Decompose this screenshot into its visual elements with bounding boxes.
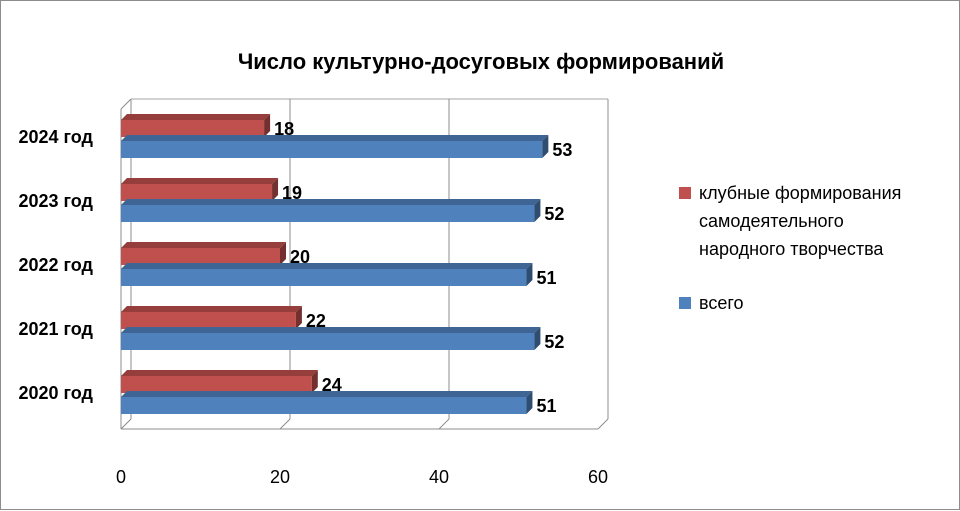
bar-side-face — [272, 178, 279, 201]
bar-front-face — [121, 205, 535, 222]
category-label: 2022 год — [19, 255, 94, 275]
data-label: 22 — [306, 311, 326, 331]
bar — [121, 242, 286, 265]
bar-top-face — [121, 178, 279, 184]
category-label: 2023 год — [19, 191, 94, 211]
bar-front-face — [121, 141, 543, 158]
data-label: 51 — [536, 396, 556, 416]
bar — [121, 263, 533, 286]
floor-gridline — [120, 418, 132, 430]
category-labels: 2024 год 2023 год 2022 год 2021 год 2020 год — [19, 127, 94, 403]
bar-top-face — [121, 242, 286, 248]
bar-front-face — [121, 184, 273, 201]
bar-front-face — [121, 248, 280, 265]
tick-label: 20 — [270, 467, 290, 487]
bar-front-face — [121, 312, 296, 329]
bar — [121, 370, 318, 393]
bar-side-face — [311, 370, 318, 393]
legend-item: всего — [679, 293, 744, 313]
data-label: 20 — [290, 247, 310, 267]
bar-top-face — [121, 327, 541, 333]
legend-label: народного творчества — [699, 239, 884, 259]
category-label: 2024 год — [19, 127, 94, 147]
legend-label: всего — [699, 293, 744, 313]
data-label: 18 — [274, 119, 294, 139]
data-label: 53 — [552, 140, 572, 160]
legend-label: самодеятельного — [699, 211, 844, 231]
bar-top-face — [121, 391, 533, 397]
bar-front-face — [121, 397, 527, 414]
bar-front-face — [121, 120, 265, 137]
bar — [121, 178, 279, 201]
category-label: 2020 год — [19, 383, 94, 403]
bar-side-face — [526, 391, 533, 414]
bar — [121, 199, 541, 222]
bar-top-face — [121, 199, 541, 205]
data-label: 52 — [544, 332, 564, 352]
bar-front-face — [121, 333, 535, 350]
bar-front-face — [121, 269, 527, 286]
category-label: 2021 год — [19, 319, 94, 339]
floor-gridline — [438, 418, 450, 430]
bar-top-face — [121, 370, 318, 376]
legend-swatch — [679, 187, 691, 199]
floor-gridline — [597, 418, 609, 430]
bar-side-face — [280, 242, 286, 265]
bar-side-face — [534, 327, 541, 350]
bar — [121, 135, 549, 158]
bar-side-face — [534, 199, 541, 222]
bars — [121, 114, 549, 414]
bar-side-face — [295, 306, 302, 329]
bar-side-face — [526, 263, 533, 286]
floor-gridline — [279, 418, 291, 430]
bar-top-face — [121, 306, 302, 312]
bar-front-face — [121, 376, 312, 393]
tick-label: 0 — [116, 467, 126, 487]
bar-side-face — [264, 114, 271, 137]
axis-top-corner — [120, 98, 132, 110]
bar-side-face — [542, 135, 549, 158]
bar-top-face — [121, 263, 533, 269]
data-label: 19 — [282, 183, 302, 203]
tick-label: 60 — [588, 467, 608, 487]
legend-label: клубные формирования — [699, 183, 901, 203]
data-labels: 18 53 19 52 20 51 22 52 24 51 — [274, 119, 572, 416]
tick-labels: 0 20 40 60 — [116, 467, 608, 487]
bar-top-face — [121, 114, 271, 120]
bar-top-face — [121, 135, 549, 141]
legend-swatch — [679, 297, 691, 309]
bar — [121, 327, 541, 350]
data-label: 24 — [322, 375, 342, 395]
data-label: 51 — [536, 268, 556, 288]
chart-title: Число культурно-досуговых формирований — [238, 49, 724, 74]
data-label: 52 — [544, 204, 564, 224]
legend-item: клубные формирования самодеятельного народ… — [679, 183, 901, 259]
bar — [121, 306, 302, 329]
legend: клубные формирования самодеятельного народ… — [679, 183, 901, 313]
bar — [121, 391, 533, 414]
tick-label: 40 — [429, 467, 449, 487]
bar — [121, 114, 271, 137]
